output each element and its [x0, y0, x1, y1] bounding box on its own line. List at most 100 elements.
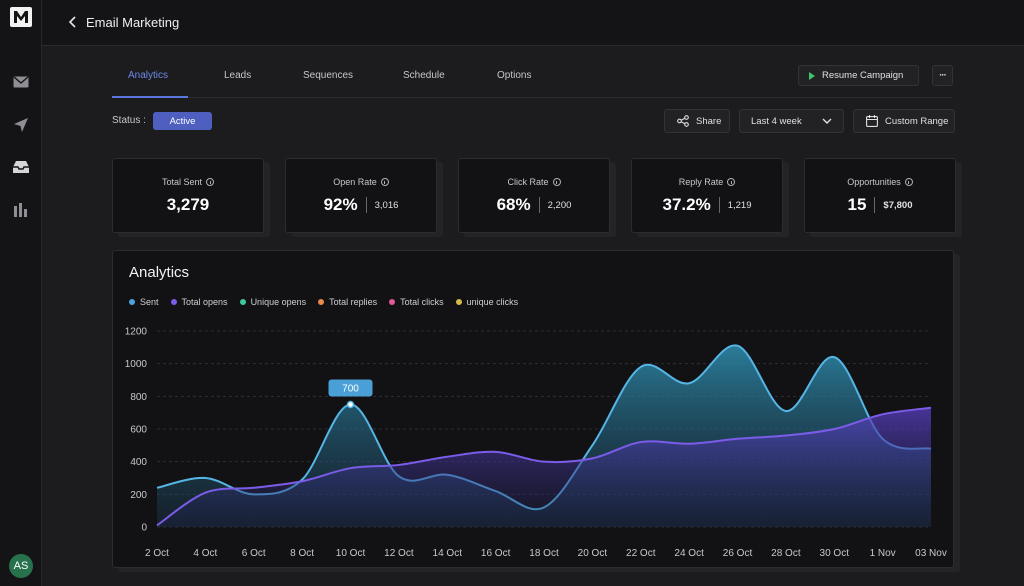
x-tick-label: 14 Oct — [433, 548, 463, 559]
metric-count: 1,219 — [727, 199, 752, 211]
info-icon[interactable] — [727, 178, 736, 186]
legend-item[interactable]: Sent — [129, 297, 159, 307]
legend-label: unique clicks — [466, 297, 519, 307]
legend-dot — [455, 299, 462, 305]
tooltip-point — [346, 400, 355, 409]
legend-item[interactable]: Unique opens — [239, 297, 307, 307]
custom-range-button[interactable]: Custom Range — [853, 109, 955, 133]
share-label: Share — [696, 115, 722, 127]
metric-card-click-rate: Click Rate 68% 2,200 — [458, 158, 610, 233]
metric-value-row: 37.2% 1,219 — [632, 195, 782, 215]
y-tick-label: 0 — [141, 523, 147, 534]
metric-card-total-sent: Total Sent 3,279 — [112, 158, 264, 233]
y-tick-label: 400 — [130, 457, 147, 468]
metric-label-wrap: Opportunities — [805, 177, 955, 187]
tab-sequences[interactable]: Sequences — [303, 70, 354, 81]
metric-card-open-rate: Open Rate 92% 3,016 — [285, 158, 437, 233]
period-select-value: Last 4 week — [751, 115, 802, 127]
inbox-icon[interactable] — [11, 157, 31, 177]
metric-value: 37.2% — [662, 195, 711, 214]
tab-schedule[interactable]: Schedule — [403, 70, 445, 81]
legend-label: Total clicks — [400, 297, 444, 307]
legend-dot — [129, 299, 135, 305]
y-tick-label: 1200 — [125, 327, 148, 338]
metric-value-row: 68% 2,200 — [459, 195, 609, 215]
legend-label: Unique opens — [250, 297, 307, 307]
legend-item[interactable]: Total clicks — [389, 297, 444, 307]
y-tick-label: 800 — [130, 392, 147, 403]
metric-card-opportunities: Opportunities 15 $7,800 — [804, 158, 956, 233]
logo-m-icon — [14, 11, 28, 23]
period-select[interactable]: Last 4 week — [739, 109, 844, 133]
x-tick-label: 2 Oct — [145, 548, 169, 559]
status-label: Status : — [112, 115, 146, 126]
tab-options[interactable]: Options — [497, 70, 532, 81]
app-logo[interactable] — [10, 7, 32, 27]
more-options-button[interactable]: ··· — [932, 65, 953, 86]
resume-campaign-button[interactable]: Resume Campaign — [798, 65, 919, 86]
tooltip-box — [328, 379, 373, 397]
legend-item[interactable]: Total opens — [170, 297, 228, 307]
avatar[interactable]: AS — [9, 554, 33, 578]
info-icon[interactable] — [380, 178, 389, 186]
x-tick-label: 18 Oct — [529, 548, 559, 559]
chart-legend: Sent Total opens Unique opens Total replies… — [129, 297, 518, 307]
metric-label: Total Sent — [161, 177, 203, 187]
metric-value-row: 3,279 — [113, 195, 263, 215]
metric-label: Reply Rate — [678, 177, 724, 187]
series-line-total-opens — [156, 406, 932, 527]
chevron-left-icon[interactable] — [66, 14, 80, 30]
x-tick-label: 24 Oct — [674, 548, 704, 559]
x-tick-label: 1 Nov — [870, 548, 896, 559]
metric-value-row: 92% 3,016 — [286, 195, 436, 215]
metric-label: Opportunities — [847, 177, 901, 187]
x-tick-label: 30 Oct — [820, 548, 850, 559]
play-icon — [809, 71, 815, 80]
tab-bar: Analytics Leads Sequences Schedule Optio… — [112, 60, 952, 98]
metric-value: 92% — [323, 195, 358, 214]
legend-label: Sent — [140, 297, 159, 307]
status-badge[interactable]: Active — [153, 112, 212, 130]
analytics-chart: 0 200 400 600 800 1000 1200 2 Oct 4 Oct 6 Oct 8 Oc… — [125, 327, 947, 560]
info-icon[interactable] — [206, 178, 215, 186]
metric-label: Click Rate — [507, 177, 549, 187]
legend-item[interactable]: unique clicks — [455, 297, 519, 307]
x-tick-label: 6 Oct — [242, 548, 266, 559]
info-icon[interactable] — [552, 178, 561, 186]
x-tick-label: 22 Oct — [626, 548, 656, 559]
x-tick-label: 12 Oct — [384, 548, 414, 559]
metric-value: 15 — [847, 195, 867, 214]
metric-label-wrap: Total Sent — [113, 177, 263, 187]
tab-leads[interactable]: Leads — [224, 70, 252, 81]
send-icon[interactable] — [11, 115, 31, 135]
metric-count: 2,200 — [547, 199, 572, 211]
info-icon[interactable] — [904, 178, 913, 186]
legend-item[interactable]: Total replies — [318, 297, 377, 307]
page-title: Email Marketing — [86, 15, 180, 30]
legend-dot — [318, 299, 325, 305]
more-options-icon: ··· — [939, 70, 946, 81]
metric-count: 3,016 — [374, 199, 399, 211]
mail-icon[interactable] — [11, 72, 31, 92]
metric-label-wrap: Open Rate — [286, 177, 436, 187]
metric-label-wrap: Reply Rate — [632, 177, 782, 187]
metric-divider — [538, 197, 540, 213]
legend-label: Total replies — [329, 297, 378, 307]
metric-divider — [874, 197, 876, 213]
series-area-total-opens — [157, 407, 931, 527]
tab-analytics[interactable]: Analytics — [128, 70, 169, 81]
sidebar: AS — [0, 0, 42, 586]
calendar-icon — [866, 115, 878, 127]
share-button[interactable]: Share — [664, 109, 730, 133]
y-tick-label: 200 — [130, 490, 147, 501]
legend-label: Total opens — [181, 297, 228, 307]
x-tick-label: 4 Oct — [193, 548, 217, 559]
metric-value: 3,279 — [166, 195, 210, 214]
share-icon — [677, 115, 689, 127]
metric-divider — [718, 197, 720, 213]
metric-divider — [365, 197, 367, 213]
resume-campaign-label: Resume Campaign — [822, 70, 904, 81]
bar-chart-icon[interactable] — [11, 200, 31, 220]
x-tick-label: 26 Oct — [723, 548, 753, 559]
metric-value: 68% — [496, 195, 531, 214]
